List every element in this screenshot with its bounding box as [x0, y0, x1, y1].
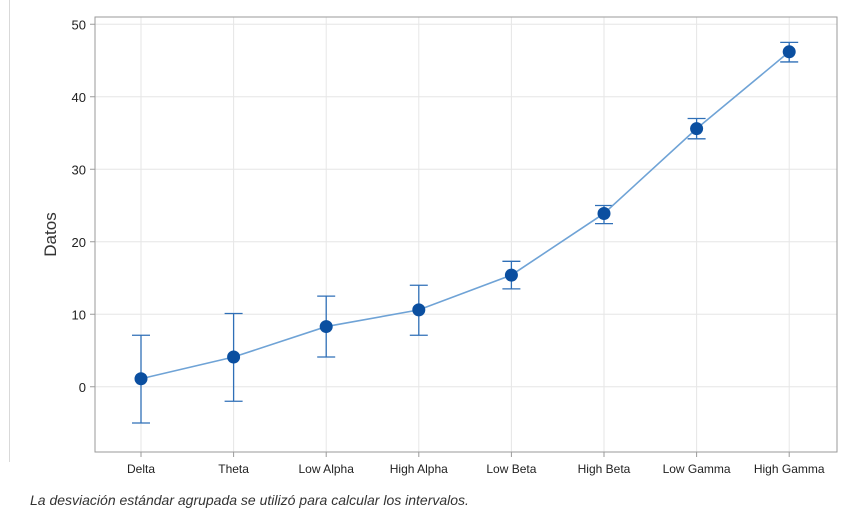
data-point: [319, 320, 333, 334]
interval-plot: 0 10 20 30 40 50 Delta Theta Low Alpha High Alph…: [41, 16, 838, 476]
left-border-rule: [9, 0, 10, 462]
x-tick-label: Low Alpha: [299, 462, 355, 476]
x-tick-label: Low Gamma: [663, 462, 731, 476]
y-tick-label: 30: [72, 162, 86, 177]
series-line: [140, 51, 790, 380]
y-tick-label: 10: [72, 307, 86, 322]
data-point: [597, 206, 611, 220]
data-points: [134, 45, 796, 386]
data-point: [690, 122, 704, 136]
x-tick-label: High Alpha: [390, 462, 448, 476]
data-point: [782, 45, 796, 59]
x-tick-label: Theta: [218, 462, 249, 476]
plot-frame: [94, 16, 838, 453]
x-axis-ticks: Delta Theta Low Alpha High Alpha Low Beta Hig…: [127, 452, 825, 476]
x-tick-label: High Beta: [578, 462, 631, 476]
x-tick-label: Low Beta: [486, 462, 536, 476]
y-axis-title: Datos: [41, 212, 60, 256]
y-axis-ticks: 0 10 20 30 40 50: [72, 17, 95, 395]
x-tick-label: Delta: [127, 462, 155, 476]
data-point: [134, 372, 148, 386]
footnote: La desviación estándar agrupada se utili…: [30, 492, 469, 508]
y-tick-label: 50: [72, 17, 86, 32]
data-point: [412, 303, 426, 317]
y-tick-label: 0: [79, 380, 86, 395]
data-point: [227, 350, 241, 364]
gridlines: [95, 17, 837, 452]
error-bars: [132, 41, 799, 424]
x-tick-label: High Gamma: [754, 462, 825, 476]
data-point: [504, 268, 518, 282]
y-tick-label: 40: [72, 90, 86, 105]
y-tick-label: 20: [72, 235, 86, 250]
